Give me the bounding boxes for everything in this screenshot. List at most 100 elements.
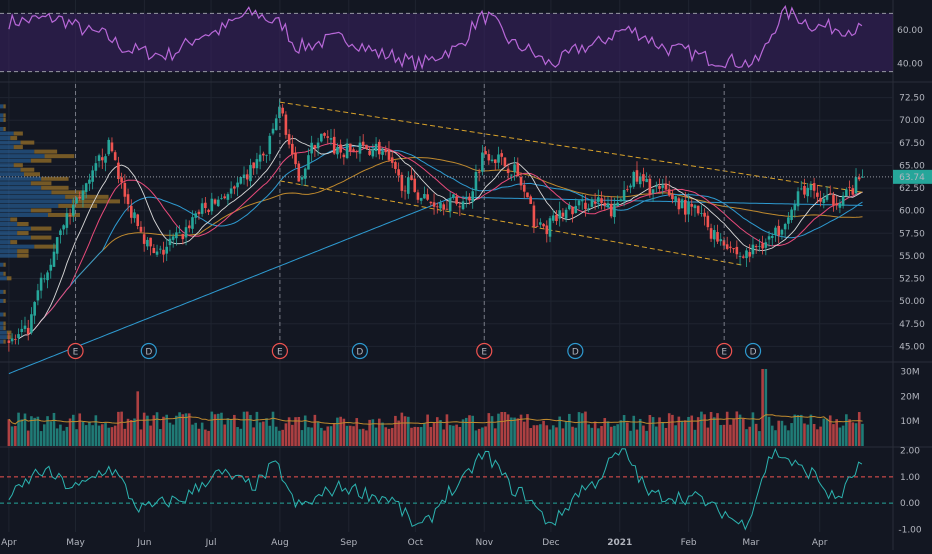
candle-body	[468, 196, 471, 201]
candle-body	[97, 155, 101, 161]
volume-bar	[59, 424, 62, 446]
volume-bar	[419, 427, 423, 446]
profile-bar-sell	[3, 339, 6, 344]
volume-bar	[100, 424, 104, 446]
volume-bar	[136, 391, 140, 446]
candle-body	[651, 189, 655, 194]
osc-tick-label: -1.00	[898, 525, 922, 535]
candle-body	[252, 162, 255, 169]
candle-body	[600, 198, 603, 203]
volume-bar	[519, 414, 523, 446]
volume-bar	[332, 423, 336, 446]
profile-bar-buy	[0, 158, 31, 163]
candle-body	[435, 206, 439, 208]
volume-bar	[397, 420, 400, 446]
volume-bar	[677, 416, 681, 446]
volume-bar	[577, 412, 581, 446]
candle-body	[693, 205, 697, 209]
x-tick-label: May	[66, 538, 85, 548]
profile-bar-buy	[0, 244, 35, 249]
candle-body	[551, 215, 555, 221]
profile-bar-buy	[0, 298, 4, 303]
volume-bar	[493, 428, 497, 446]
candle-body	[207, 209, 210, 213]
candle-body	[799, 188, 803, 190]
dividend-marker	[351, 342, 368, 360]
volume-bar	[851, 422, 855, 446]
volume-bar	[458, 426, 462, 446]
price-tick-label: 67.50	[899, 139, 925, 149]
candle-body	[307, 155, 310, 170]
volume-bar	[207, 430, 210, 446]
candle-body	[33, 302, 36, 316]
candle-body	[626, 189, 629, 191]
candle-body	[326, 136, 330, 138]
candle-body	[848, 186, 851, 188]
candle-body	[828, 193, 832, 195]
volume-bar	[374, 427, 378, 446]
candle-body	[229, 188, 233, 194]
profile-bar-buy	[0, 176, 42, 181]
volume-bar	[706, 427, 710, 446]
candle-body	[709, 228, 713, 239]
volume-bar	[371, 419, 375, 446]
rsi-tick-label: 40.00	[897, 59, 923, 69]
candle-body	[155, 251, 159, 255]
price-tick-label: 50.00	[899, 297, 925, 307]
candle-body	[165, 246, 169, 254]
candle-body	[497, 154, 500, 163]
volume-tick-label: 20M	[900, 392, 919, 402]
volume-bar	[841, 425, 845, 446]
volume-bar	[49, 421, 53, 446]
volume-bar	[648, 415, 652, 446]
x-tick-label: Jun	[136, 538, 151, 548]
candle-body	[120, 177, 123, 183]
volume-bar	[597, 428, 600, 446]
candle-body	[506, 168, 510, 174]
candle-body	[477, 171, 481, 173]
volume-bar	[84, 425, 88, 446]
volume-bar	[278, 430, 281, 446]
volume-bar	[271, 411, 275, 446]
volume-bar	[671, 414, 674, 446]
volume-bar	[584, 411, 587, 446]
candle-body	[200, 203, 204, 214]
volume-bar	[555, 427, 558, 446]
candle-body	[91, 170, 94, 182]
volume-bar	[426, 414, 429, 446]
volume-bar	[638, 418, 642, 446]
candle-body	[426, 194, 429, 200]
volume-bar	[619, 420, 623, 446]
volume-bar	[10, 426, 14, 446]
candle-body	[133, 212, 136, 219]
candle-body	[220, 198, 223, 200]
profile-bar-buy	[0, 253, 18, 258]
volume-bar	[284, 423, 288, 446]
profile-bar-sell	[51, 190, 86, 195]
candle-body	[452, 194, 455, 198]
volume-bar	[310, 427, 313, 446]
volume-bar	[445, 414, 449, 446]
candle-body	[329, 138, 333, 140]
profile-bar-sell	[10, 217, 18, 222]
candle-body	[178, 232, 181, 234]
volume-bar	[94, 415, 98, 446]
volume-bar	[783, 425, 787, 446]
volume-bar	[216, 413, 220, 446]
candle-body	[841, 195, 845, 206]
volume-tick-label: 10M	[900, 417, 919, 427]
volume-bar	[526, 414, 529, 446]
profile-bar-sell	[34, 244, 58, 249]
candle-body	[100, 157, 104, 161]
candle-body	[291, 143, 294, 155]
profile-bar-buy	[0, 154, 45, 159]
volume-bar	[690, 415, 694, 446]
candle-body	[187, 225, 191, 229]
profile-bar-sell	[6, 276, 12, 281]
volume-bar	[687, 416, 690, 446]
volume-bar	[368, 419, 371, 446]
volume-bar	[342, 418, 346, 446]
candle-body	[445, 208, 449, 210]
ma-mid-line	[18, 137, 863, 340]
candle-body	[152, 247, 156, 254]
